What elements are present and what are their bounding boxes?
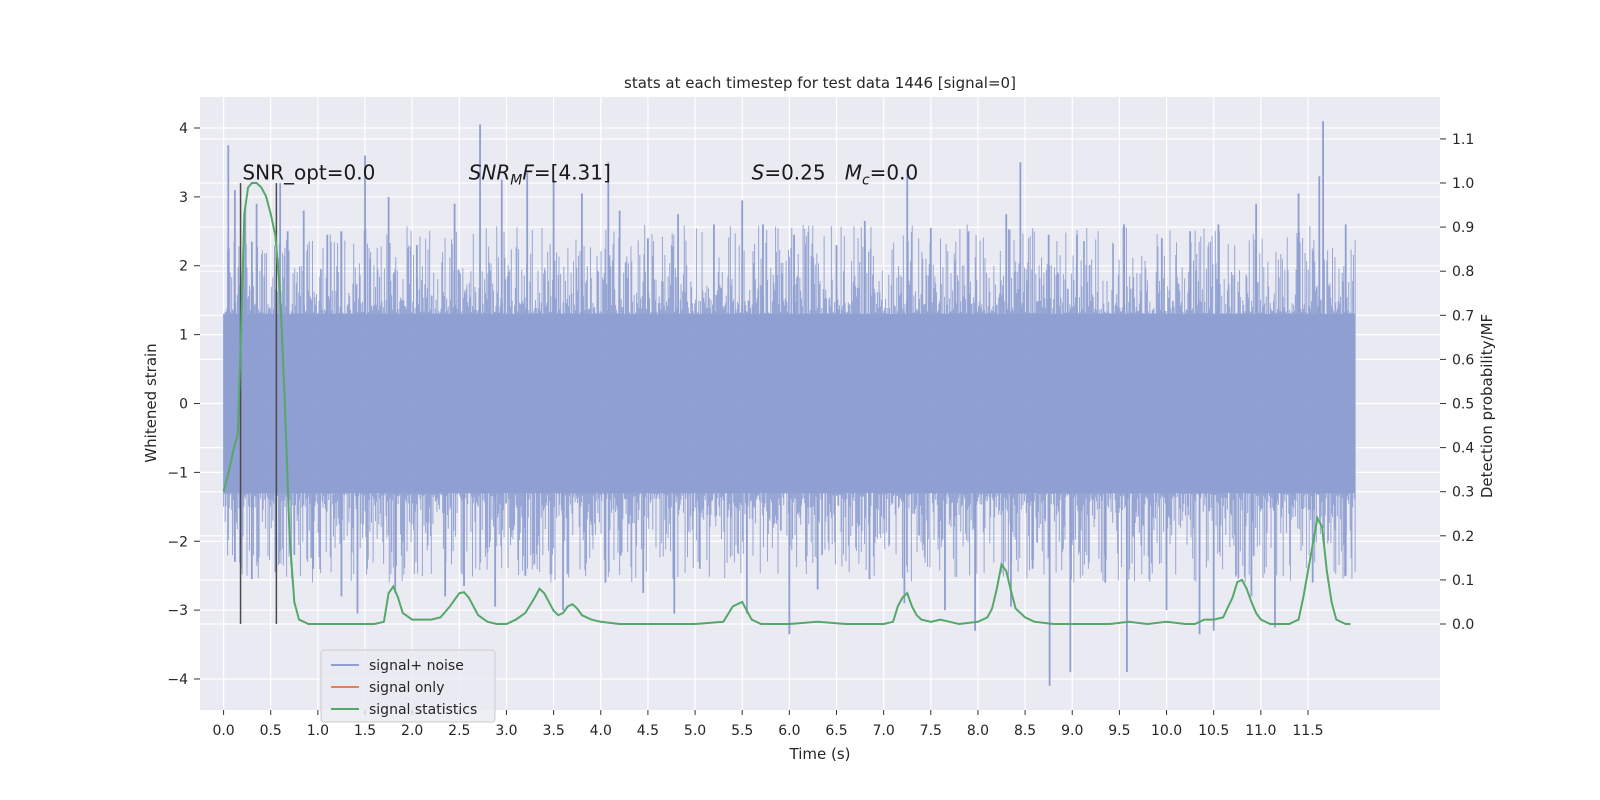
y-right-tick-label-7: 0.4 xyxy=(1452,441,1474,457)
x-tick-label-14: 7.0 xyxy=(873,723,895,739)
noise-series xyxy=(223,121,1356,686)
x-tick-label-20: 10.0 xyxy=(1151,723,1182,739)
x-tick-label-6: 3.0 xyxy=(495,723,517,739)
x-axis-label: Time (s) xyxy=(789,745,851,763)
annotation-snr-opt: SNR_opt=0.0 xyxy=(242,161,375,185)
legend-box xyxy=(320,649,496,723)
x-tick-label-11: 5.5 xyxy=(731,723,753,739)
y-right-tick-label-6: 0.5 xyxy=(1452,397,1474,413)
y-right-tick-label-9: 0.2 xyxy=(1452,529,1474,545)
x-tick-label-22: 11.0 xyxy=(1245,723,1276,739)
x-tick-label-2: 1.0 xyxy=(307,723,329,739)
x-tick-label-17: 8.5 xyxy=(1014,723,1036,739)
annotation-s-mc: S=0.25 Mc=0.0 xyxy=(752,161,919,189)
y-axis-label: Whitened strain xyxy=(142,343,160,462)
y-right-tick-label-5: 0.6 xyxy=(1452,352,1474,368)
y-tick-label-1: 3 xyxy=(179,190,188,206)
x-tick-label-0: 0.0 xyxy=(212,723,234,739)
x-tick-label-21: 10.5 xyxy=(1198,723,1229,739)
y-right-tick-label-11: 0.0 xyxy=(1452,617,1474,633)
x-tick-label-9: 4.5 xyxy=(637,723,659,739)
y-tick-label-5: −1 xyxy=(167,465,188,481)
ticks: 0.0 0.5 1.0 1.5 2.0 2.5 3.0 3.5 4.0 4.5 5.0 5.5 6.0 6… xyxy=(167,121,1474,739)
y-right-tick-label-0: 1.1 xyxy=(1452,132,1474,148)
legend-label-2: signal statistics xyxy=(369,702,477,718)
x-tick-label-4: 2.0 xyxy=(401,723,423,739)
y-right-tick-label-10: 0.1 xyxy=(1452,573,1474,589)
chart-title: stats at each timestep for test data 144… xyxy=(624,74,1016,92)
y-tick-label-2: 2 xyxy=(179,259,188,275)
x-tick-label-13: 6.5 xyxy=(825,723,847,739)
x-tick-label-8: 4.0 xyxy=(590,723,612,739)
y-right-tick-label-4: 0.7 xyxy=(1452,308,1474,324)
y-tick-label-7: −3 xyxy=(167,603,188,619)
legend-label-0: signal+ noise xyxy=(369,658,464,674)
x-tick-label-5: 2.5 xyxy=(448,723,470,739)
annotation-snr-mf: SNRMF=[4.31] xyxy=(469,161,611,189)
y-right-tick-label-2: 0.9 xyxy=(1452,220,1474,236)
y-right-tick-label-8: 0.3 xyxy=(1452,485,1474,501)
legend: signal+ noise signal only signal statistic… xyxy=(320,649,496,723)
x-tick-label-16: 8.0 xyxy=(967,723,989,739)
annotations: SNR_opt=0.0 SNRMF=[4.31] S=0.25 Mc=0.0 xyxy=(242,161,918,189)
y-tick-label-6: −2 xyxy=(167,534,188,550)
x-tick-label-15: 7.5 xyxy=(920,723,942,739)
x-tick-label-23: 11.5 xyxy=(1292,723,1323,739)
x-tick-label-1: 0.5 xyxy=(260,723,282,739)
y-tick-label-4: 0 xyxy=(179,397,188,413)
y-axis-right-label: Detection probability/MF xyxy=(1478,314,1496,498)
y-tick-label-0: 4 xyxy=(179,121,188,137)
x-tick-label-7: 3.5 xyxy=(542,723,564,739)
x-tick-label-18: 9.0 xyxy=(1061,723,1083,739)
y-tick-label-8: −4 xyxy=(167,672,188,688)
signal-statistics-line xyxy=(222,182,1351,626)
x-tick-label-10: 5.0 xyxy=(684,723,706,739)
x-tick-label-3: 1.5 xyxy=(354,723,376,739)
legend-label-1: signal only xyxy=(369,680,444,696)
x-tick-label-12: 6.0 xyxy=(778,723,800,739)
y-tick-label-3: 1 xyxy=(179,328,188,344)
y-right-tick-label-3: 0.8 xyxy=(1452,264,1474,280)
noise-band-core xyxy=(223,313,1356,494)
statistics-series xyxy=(222,182,1351,626)
x-tick-label-19: 9.5 xyxy=(1108,723,1130,739)
y-right-tick-label-1: 1.0 xyxy=(1452,176,1474,192)
